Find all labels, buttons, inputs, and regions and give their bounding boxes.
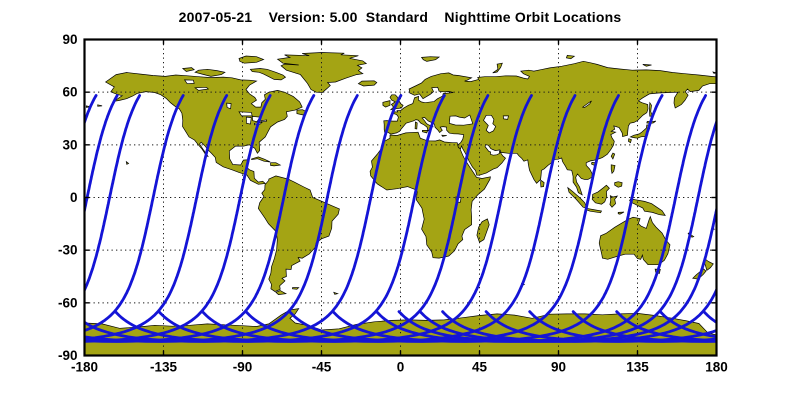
chart-title: 2007-05-21 Version: 5.00 Standard Nightt… (178, 9, 622, 25)
lake (194, 86, 210, 91)
landmass (292, 287, 300, 290)
landmass (104, 72, 303, 185)
landmass (629, 198, 666, 216)
landmass (540, 179, 545, 188)
landmass (492, 62, 503, 74)
landmass (585, 207, 603, 214)
orbit-track (747, 96, 800, 342)
landmass (257, 175, 340, 292)
lake (183, 79, 195, 85)
landmass (476, 218, 490, 243)
orbit-track (441, 286, 717, 343)
landmass (270, 162, 282, 167)
orbit-track (791, 96, 800, 342)
map-layer (84, 52, 717, 356)
orbit-track (288, 94, 620, 343)
landmass (357, 80, 378, 87)
orbit-track (84, 94, 316, 343)
landmass (275, 290, 288, 295)
orbit-track (200, 94, 533, 343)
x-tick-label: 0 (397, 360, 405, 375)
landmass (333, 291, 339, 295)
x-tick-label: -90 (233, 360, 253, 375)
landmass (441, 134, 447, 137)
landmass (628, 138, 632, 144)
landmass (591, 184, 610, 205)
landmass (383, 60, 717, 196)
x-tick-label: 45 (472, 360, 488, 375)
x-tick-label: 90 (551, 360, 566, 375)
landmass (610, 152, 616, 160)
orbit-track (114, 94, 446, 343)
orbit-track (484, 310, 717, 343)
orbit-track (702, 310, 717, 324)
orbit-track (84, 94, 403, 343)
landmass (414, 121, 418, 130)
orbit-track (157, 94, 490, 343)
y-tick-label: 60 (62, 85, 77, 100)
orbit-track (418, 203, 717, 343)
orbit-track (84, 94, 359, 343)
landmass (194, 68, 226, 77)
landmass (617, 211, 625, 215)
lake (581, 100, 592, 108)
orbit-track (84, 94, 185, 332)
lake (238, 111, 253, 117)
lake (246, 116, 252, 125)
landmass (85, 105, 91, 108)
graticule (84, 39, 717, 356)
landmass (610, 164, 616, 175)
y-tick-label: 30 (62, 137, 77, 152)
orbit-track (331, 94, 664, 343)
orbit-track (244, 94, 577, 343)
y-tick-label: 0 (70, 190, 78, 205)
landmass (125, 160, 130, 165)
x-tick-label: -45 (312, 360, 332, 375)
landmass (369, 131, 491, 259)
landmass (97, 104, 103, 107)
x-tick-label: -135 (150, 360, 178, 375)
lake (502, 115, 509, 120)
landmass (238, 55, 265, 64)
orbit-track (658, 310, 717, 339)
orbit-tracks (0, 94, 800, 343)
y-tick-label: -60 (58, 295, 78, 310)
landmass (614, 181, 623, 188)
landmass (609, 195, 619, 208)
orbit-track (84, 94, 272, 343)
landmass (422, 129, 429, 134)
orbit-track (397, 117, 717, 343)
x-tick-label: 180 (705, 360, 728, 375)
orbit-track (0, 96, 30, 342)
landmass (642, 64, 652, 67)
lake (448, 114, 474, 126)
lake (483, 114, 497, 134)
orbit-track (84, 94, 98, 127)
landmass (276, 52, 368, 93)
landmass (249, 68, 287, 81)
landmass (181, 67, 195, 72)
x-tick-label: -180 (71, 360, 98, 375)
orbit-track (84, 94, 142, 294)
y-tick-label: -30 (58, 243, 78, 258)
x-tick-label: 135 (626, 360, 649, 375)
landmass (565, 54, 576, 60)
lake (226, 102, 232, 110)
orbit-track (375, 94, 707, 343)
y-tick-label: 90 (62, 32, 77, 47)
y-tick-label: -90 (58, 348, 78, 363)
landmass (420, 56, 441, 62)
lake (260, 119, 268, 123)
landmass (382, 100, 391, 108)
landmass (598, 215, 671, 266)
landmass (251, 156, 271, 163)
lake (251, 116, 261, 123)
orbit-track (84, 94, 119, 217)
axis-ticks (83, 38, 718, 357)
